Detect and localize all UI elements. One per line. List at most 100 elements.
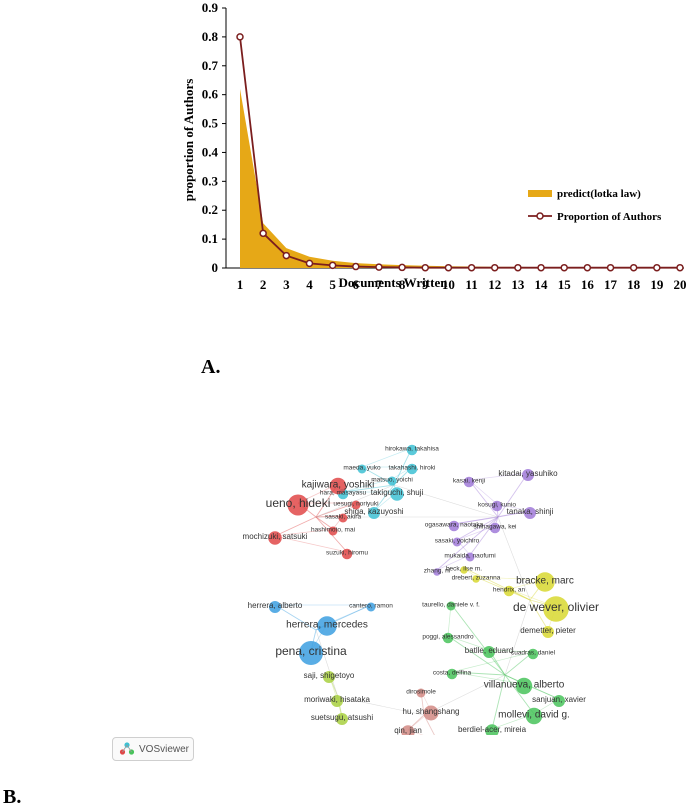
network-node [542,626,554,638]
y-tick-label: 0 [212,260,219,275]
network-node [366,602,376,612]
network-edge [436,554,471,571]
network-node-label: moriwaki, hisataka [304,695,370,704]
network-node-label: mochizuki, satsuki [243,532,308,541]
x-tick-label: 11 [465,277,477,292]
network-node [483,646,495,658]
data-point-proportion [606,263,615,272]
network-node-label: matsuo, yoichi [371,476,413,483]
network-node-label: herrera, mercedes [286,620,368,631]
network-node-label: herrera, alberto [248,601,303,610]
network-node [406,463,418,475]
network-node-label: kosugi, kunio [478,501,516,508]
network-node-label: batlle, eduard [465,646,513,655]
y-tick-label: 0.9 [202,0,219,15]
data-point-proportion [282,251,291,260]
network-node-label: ogasawara, naotaka [425,521,484,528]
network-node-label: berdiel-acer, mireia [458,725,527,734]
network-node-label: dirosimole [406,688,436,695]
network-node-label: mukaida, naofumi [444,552,495,559]
data-point-proportion [653,263,661,272]
y-tick-label: 0.5 [202,116,219,131]
network-edge [315,502,357,518]
data-point-proportion [305,259,314,268]
panel-a-label: A. [201,356,221,378]
network-node [387,476,397,486]
y-axis-title: proportion of Authors [181,79,196,202]
network-edge [475,576,531,601]
network-edge [451,651,534,673]
x-tick-label: 3 [283,277,290,292]
network-labels: hirokawa, takahisa maeda, yuko takahashi, … [243,445,599,735]
data-point-proportion [352,262,360,271]
network-node-label: takahashi, hiroki [389,464,436,471]
network-node [416,688,426,698]
network-node [543,596,569,622]
network-node-label: suzuki, hiromu [326,549,368,556]
vosviewer-badge: VOSviewer [112,737,194,761]
network-node [472,575,480,583]
network-node [448,520,460,532]
data-point-proportion [236,33,244,41]
network-node-label: hendrix, an [493,586,526,593]
network-edge [274,535,348,553]
network-node [446,601,456,611]
network-node [525,707,543,725]
network-node-label: mollevi, david g. [498,710,570,721]
network-node [287,494,309,516]
network-edge-cross [337,696,425,716]
x-tick-label: 1 [237,277,244,292]
network-edge [274,604,317,631]
network-edge [436,516,499,571]
network-edge [315,516,334,530]
network-node-label: suetsugu, atsushi [311,713,373,722]
y-tick-label: 0.8 [202,29,219,44]
data-point-proportion [583,263,592,272]
network-node [329,477,347,495]
data-point-proportion [421,263,430,272]
network-node [527,648,539,660]
network-node-label: saji, shigetoyo [304,671,355,680]
network-node [489,522,501,534]
network-node [522,469,534,481]
network-node [524,507,536,519]
network-node-label: kasai, kenji [453,477,485,484]
data-point-proportion [444,263,453,272]
network-edge [274,516,317,537]
series-predict-area [240,88,680,268]
network-node [401,725,415,735]
network-node-label: takiguchi, shuji [371,488,424,497]
network-edge [453,510,531,525]
x-axis-title: Documents Written [339,275,449,290]
legend-swatch-proportion-marker [536,212,544,220]
x-tick-label: 6 [353,277,360,292]
network-node-label: sasaki, yoichiro [435,537,480,544]
data-point-proportion [375,263,383,271]
network-node [331,695,343,707]
network-node-label: kajiwara, yoshiki [302,480,375,491]
network-nodes [268,444,569,735]
network-node-label: taurello, daniele v. f. [422,601,480,608]
x-tick-label: 9 [422,277,429,292]
network-node [406,444,418,456]
network-node [503,585,515,597]
data-point-proportion [328,261,337,270]
x-tick-label: 17 [604,277,618,292]
network-node-label: demetter, pieter [520,626,576,635]
coauthor-network: hirokawa, takahisa maeda, yuko takahashi, … [243,444,599,735]
network-node-label: de wever, olivier [513,600,599,614]
data-point-proportion [514,263,522,272]
network-edge [451,671,506,676]
network-node [535,572,555,592]
network-edge [373,484,395,512]
network-edge [453,516,499,525]
network-node-label: qin, jian [394,726,422,735]
x-tick-label: 15 [558,277,572,292]
network-edge [497,472,529,518]
network-node [368,507,380,519]
network-edge [529,599,549,631]
network-node [485,724,499,735]
network-edge [491,674,506,730]
network-node [268,531,282,545]
network-edge [342,484,395,493]
